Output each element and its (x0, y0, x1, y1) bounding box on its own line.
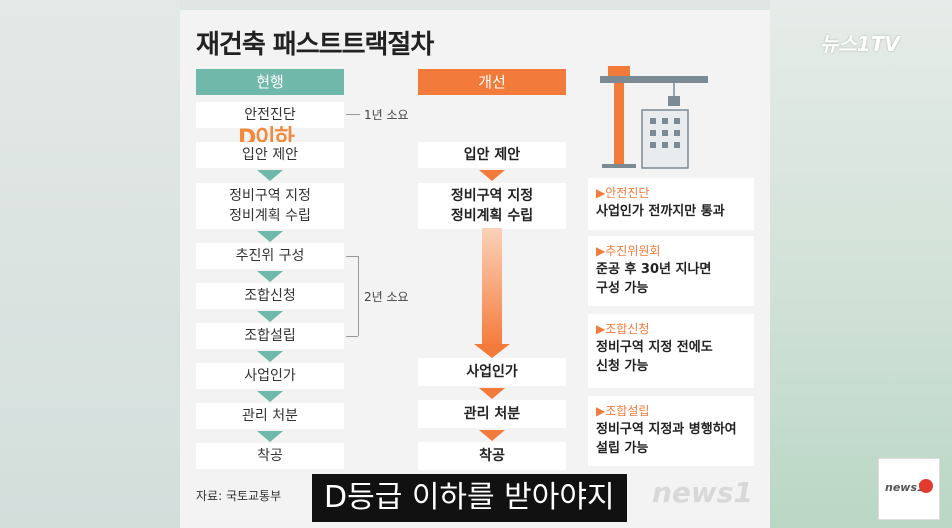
bracket-top (346, 256, 358, 257)
duration-note-2: 2년 소요 (364, 290, 409, 304)
current-step-approval: 사업인가 (196, 363, 344, 389)
arrow-down-icon (257, 351, 283, 362)
improved-step-construction: 착공 (418, 442, 566, 470)
arrow-down-icon (479, 170, 505, 181)
arrow-down-icon (257, 271, 283, 282)
long-arrow-head-icon (474, 344, 510, 358)
info-box-safety: ▶안전진단 사업인가 전까지만 통과 (588, 178, 754, 230)
info-box-union-establish: ▶조합설립 정비구역 지정과 병행하여 설립 가능 (588, 396, 754, 466)
arrow-down-icon (257, 391, 283, 402)
crane-building-icon (600, 66, 708, 169)
current-step-disposal: 관리 처분 (196, 403, 344, 429)
current-step-safety: 안전진단 (196, 102, 344, 128)
watermark-logo: news1 (652, 476, 753, 509)
improved-step-proposal: 입안 제안 (418, 142, 566, 168)
arrow-down-icon (257, 231, 283, 242)
infographic-title: 재건축 패스트트랙절차 (196, 30, 434, 60)
arrow-down-icon (479, 388, 505, 399)
current-step-union-establish: 조합설립 (196, 323, 344, 349)
header-current: 현행 (196, 69, 344, 95)
current-step-union-apply: 조합신청 (196, 283, 344, 309)
video-subtitle: D등급 이하를 받아야지 (312, 474, 627, 522)
current-step-committee: 추진위 구성 (196, 243, 344, 269)
improved-step-approval: 사업인가 (418, 358, 566, 386)
bracket-vertical (358, 256, 359, 336)
long-arrow-shaft (482, 228, 502, 348)
header-improved: 개선 (418, 69, 566, 95)
broadcaster-logo: 뉴스1TV (820, 32, 900, 56)
current-step-proposal: 입안 제안 (196, 142, 344, 168)
background-right (770, 0, 952, 528)
logo-dot-icon (919, 479, 933, 493)
note-line (346, 114, 360, 115)
background-left (0, 0, 180, 528)
source-note: 자료: 국토교통부 (196, 489, 282, 503)
improved-step-zone: 정비구역 지정 정비계획 수립 (418, 183, 566, 229)
arrow-down-icon (257, 431, 283, 442)
arrow-down-icon (257, 311, 283, 322)
arrow-down-icon (479, 430, 505, 441)
info-box-committee: ▶추진위원회 준공 후 30년 지나면 구성 가능 (588, 236, 754, 306)
arrow-down-icon (257, 170, 283, 181)
bracket-bottom (346, 336, 358, 337)
current-step-construction: 착공 (196, 443, 344, 469)
duration-note-1: 1년 소요 (364, 108, 409, 122)
current-step-zone: 정비구역 지정 정비계획 수립 (196, 183, 344, 229)
improved-step-disposal: 관리 처분 (418, 400, 566, 428)
mini-logo: news1 (878, 458, 940, 520)
info-box-union-apply: ▶조합신청 정비구역 지정 전에도 신청 가능 (588, 314, 754, 388)
